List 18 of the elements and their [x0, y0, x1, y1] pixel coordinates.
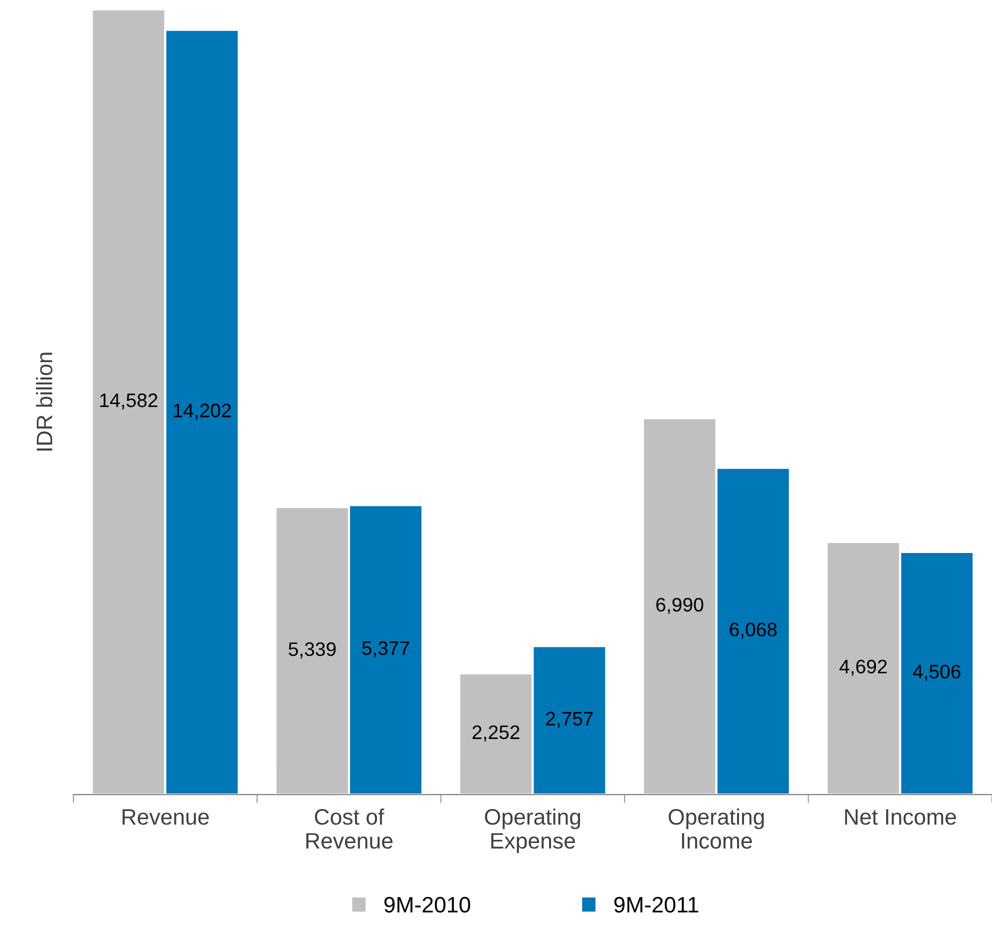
data-label: 5,339: [288, 642, 336, 658]
x-tick-label: Net Income: [845, 809, 956, 825]
data-label: 2,757: [546, 712, 593, 728]
x-tick-label: Revenue: [122, 809, 209, 825]
data-label: 14,202: [174, 404, 231, 420]
data-label: 2,252: [472, 725, 520, 742]
data-label: 4,692: [840, 660, 887, 676]
x-tick-label: Cost of Revenue: [306, 808, 392, 849]
x-tick-label: Operating Expense: [484, 808, 580, 854]
legend-label: 9M-2011: [614, 896, 698, 913]
data-label: 5,377: [362, 641, 410, 658]
x-tick-label: Operating Income: [668, 808, 764, 849]
legend-label: 9M-2010: [384, 896, 470, 913]
data-label: 14,582: [100, 393, 158, 410]
data-label: 4,506: [913, 664, 960, 681]
data-label: 6,990: [656, 598, 704, 614]
data-label: 6,068: [730, 622, 777, 639]
y-axis-title: IDR billion: [36, 352, 52, 451]
